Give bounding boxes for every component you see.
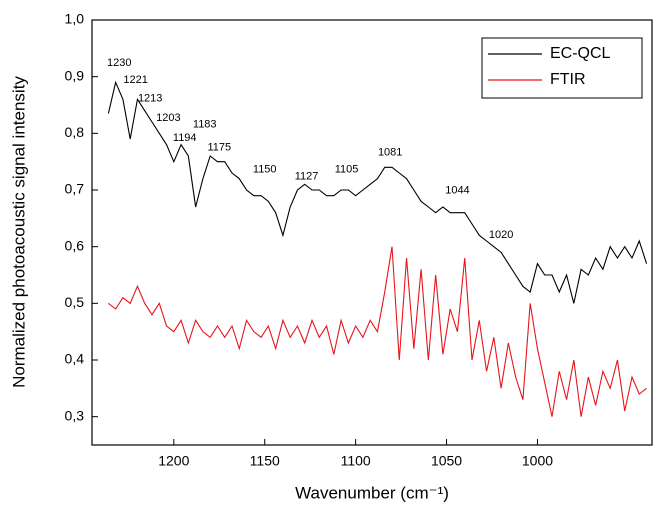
x-tick-label: 1000 (522, 453, 553, 469)
series-line (107, 80, 648, 304)
annotation: 1221 (123, 74, 147, 86)
y-tick-label: 0,8 (65, 124, 85, 140)
annotation: 1081 (378, 147, 402, 159)
annotation: 1127 (295, 170, 319, 182)
plot-frame (91, 19, 653, 446)
x-axis-title: Wavenumber (cm⁻¹) (295, 483, 449, 502)
annotation: 1044 (445, 184, 469, 196)
annotation: 1175 (207, 141, 231, 153)
annotation: 1150 (253, 164, 277, 176)
annotation: 1213 (138, 93, 162, 105)
annotation: 1203 (156, 112, 180, 124)
annotation: 1020 (489, 229, 513, 241)
y-tick-label: 0,5 (65, 294, 85, 310)
y-tick-label: 0,7 (65, 181, 85, 197)
y-tick-label: 0,6 (65, 237, 85, 253)
annotation: 1230 (107, 57, 131, 69)
x-tick-label: 1100 (341, 453, 371, 469)
x-tick-label: 1050 (431, 453, 462, 469)
series-line (108, 246, 647, 417)
y-tick-label: 1,0 (65, 11, 85, 27)
annotation: 1105 (335, 164, 359, 176)
annotation: 1183 (193, 119, 217, 131)
y-tick-label: 0,9 (65, 67, 85, 83)
annotation: 1194 (173, 132, 197, 144)
y-tick-label: 0,4 (65, 351, 85, 367)
legend-label: FTIR (550, 71, 586, 88)
legend-box (481, 37, 643, 99)
x-tick-label: 1150 (250, 453, 280, 469)
y-tick-label: 0,3 (65, 407, 85, 423)
x-tick-label: 1200 (158, 453, 189, 469)
y-axis-title: Normalized photoacoustic signal intensit… (9, 76, 28, 388)
legend-label: EC-QCL (550, 45, 611, 62)
